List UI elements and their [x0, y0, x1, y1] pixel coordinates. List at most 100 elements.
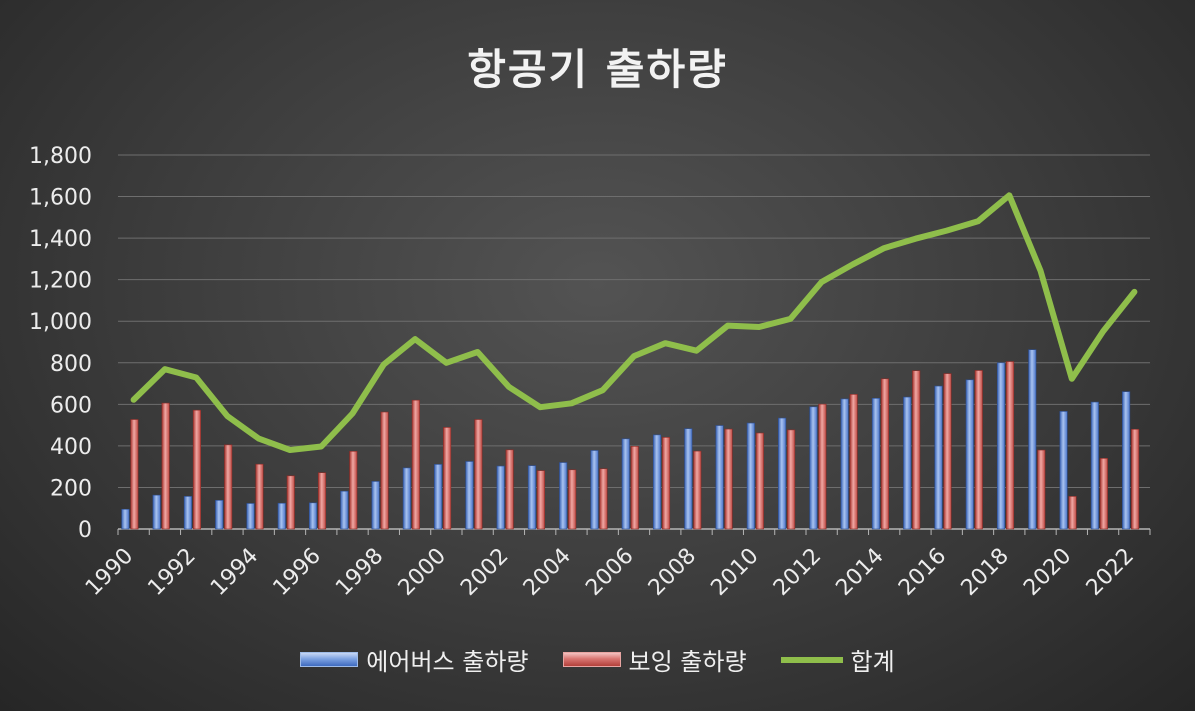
- y-tick-label: 400: [50, 435, 92, 460]
- bar-airbus-2017: [965, 379, 974, 530]
- bar-boeing-2000: [443, 427, 452, 530]
- bar-airbus-2014: [871, 398, 880, 530]
- x-tick-label: 2018: [957, 544, 1014, 601]
- x-tick-label: 2006: [581, 544, 638, 601]
- bar-boeing-2014: [880, 378, 889, 530]
- legend-item-boeing: 보잉 출하량: [562, 642, 747, 677]
- x-tick-label: 2022: [1082, 544, 1139, 601]
- legend-swatch-airbus: [300, 652, 359, 667]
- legend-label-airbus: 에어버스 출하량: [366, 648, 529, 676]
- bar-airbus-1995: [277, 502, 286, 530]
- y-axis-ticks: 0 200 400 600 800 1,000 1,200 1,400 1,600 1,800: [29, 144, 92, 543]
- bar-boeing-1993: [224, 444, 233, 530]
- bar-boeing-2005: [599, 468, 608, 530]
- bar-boeing-1990: [130, 419, 139, 530]
- y-tick-label: 600: [50, 393, 92, 418]
- bar-boeing-2020: [1068, 496, 1077, 530]
- x-tick-label: 2014: [832, 544, 889, 601]
- bar-airbus-1996: [308, 502, 318, 530]
- x-tick-label: 1992: [144, 544, 201, 601]
- bar-boeing-1999: [411, 399, 420, 530]
- bar-airbus-2009: [715, 425, 724, 530]
- bar-airbus-2005: [590, 450, 599, 530]
- bar-boeing-1998: [380, 411, 389, 530]
- y-tick-label: 1,000: [29, 310, 92, 335]
- bar-airbus-1994: [246, 503, 255, 530]
- bar-boeing-2016: [943, 373, 952, 530]
- x-tick-label: 1990: [81, 544, 138, 601]
- bar-airbus-2015: [903, 396, 912, 530]
- y-tick-label: 1,600: [29, 186, 92, 211]
- bar-boeing-2010: [755, 432, 764, 530]
- x-tick-label: 2004: [519, 544, 576, 601]
- y-tick-label: 200: [50, 476, 92, 501]
- bar-airbus-2020: [1059, 411, 1068, 530]
- bar-boeing-2022: [1131, 428, 1140, 530]
- legend: 에어버스 출하량 보잉 출하량 합계: [0, 642, 1195, 677]
- bar-airbus-2013: [840, 398, 849, 530]
- bar-boeing-2002: [505, 449, 514, 530]
- chart-title: 항공기 출하량: [467, 45, 728, 94]
- x-tick-label: 1996: [269, 544, 326, 601]
- bar-airbus-1990: [121, 508, 130, 530]
- bars: [121, 349, 1140, 530]
- bar-airbus-1993: [215, 500, 224, 530]
- bar-airbus-2016: [934, 385, 943, 530]
- bar-boeing-2019: [1037, 449, 1046, 530]
- x-tick-label: 2000: [394, 544, 451, 601]
- bar-boeing-2008: [693, 450, 702, 530]
- x-tick-label: 2020: [1019, 544, 1076, 601]
- y-tick-label: 800: [50, 352, 92, 377]
- bar-boeing-2001: [474, 419, 483, 530]
- legend-label-total: 합계: [850, 648, 895, 676]
- bar-boeing-2007: [661, 437, 671, 530]
- total-line: [130, 192, 1138, 453]
- x-tick-label: 1998: [331, 544, 388, 601]
- bar-boeing-2004: [568, 469, 577, 530]
- legend-item-airbus: 에어버스 출하량: [300, 642, 529, 677]
- bar-boeing-2015: [912, 370, 921, 530]
- bar-airbus-2012: [809, 406, 818, 530]
- x-tick-label: 2010: [706, 544, 763, 601]
- legend-swatch-boeing: [562, 652, 621, 667]
- bar-airbus-2010: [746, 422, 755, 530]
- bar-airbus-2011: [778, 417, 787, 530]
- bar-boeing-1996: [317, 472, 327, 530]
- bar-boeing-2017: [974, 370, 983, 530]
- bar-boeing-2006: [630, 446, 639, 530]
- bar-boeing-2012: [818, 403, 827, 530]
- legend-item-total: 합계: [780, 642, 895, 677]
- bar-airbus-2007: [652, 434, 662, 530]
- x-tick-label: 2002: [456, 544, 513, 601]
- x-axis-ticks: 1990 1992 1994 1996 1998 2000 2002 2004 2006 2008…: [81, 544, 1139, 601]
- legend-label-boeing: 보잉 출하량: [628, 648, 747, 676]
- bar-airbus-2018: [996, 362, 1006, 530]
- bar-boeing-1992: [192, 409, 201, 530]
- bar-airbus-2001: [465, 461, 474, 530]
- bar-airbus-2000: [434, 464, 443, 530]
- bar-airbus-2022: [1122, 391, 1131, 530]
- x-tick-label: 2012: [769, 544, 826, 601]
- y-tick-label: 1,800: [29, 144, 92, 169]
- bar-airbus-2019: [1028, 349, 1037, 530]
- x-tick-label: 2008: [644, 544, 701, 601]
- bar-airbus-2003: [527, 465, 536, 530]
- bar-boeing-1995: [286, 475, 295, 530]
- x-tick-label: 1994: [206, 544, 263, 601]
- bar-boeing-2018: [1005, 361, 1015, 530]
- line-total: [130, 192, 1138, 453]
- bar-boeing-1997: [349, 450, 358, 530]
- bar-boeing-2011: [787, 429, 796, 530]
- y-tick-label: 1,400: [29, 227, 92, 252]
- axes: [117, 528, 1151, 535]
- bar-airbus-1997: [340, 490, 349, 530]
- bar-boeing-1994: [255, 463, 264, 530]
- bar-boeing-2013: [849, 394, 858, 530]
- bar-boeing-2009: [724, 428, 733, 530]
- bar-airbus-1991: [152, 494, 161, 530]
- bar-airbus-1999: [402, 467, 411, 530]
- x-tick-label: 2016: [894, 544, 951, 601]
- bar-airbus-2006: [621, 438, 630, 530]
